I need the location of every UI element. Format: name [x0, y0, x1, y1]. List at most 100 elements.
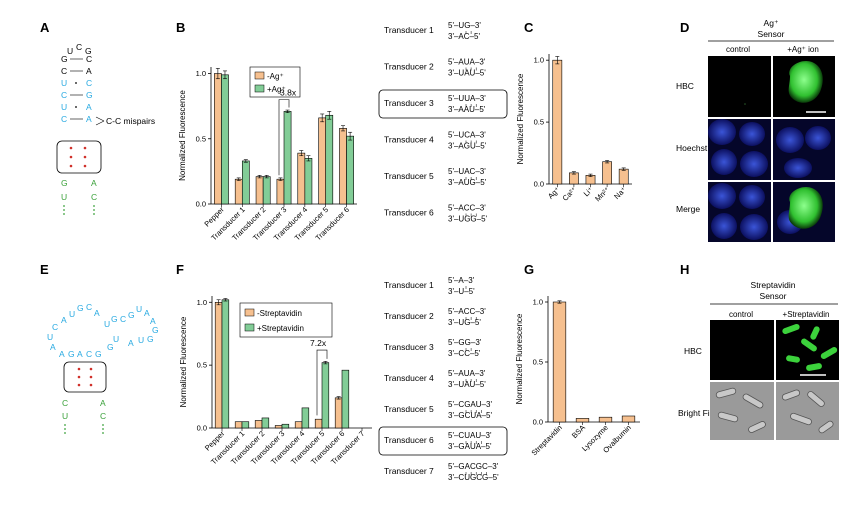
- e-bottom-a: A: [100, 398, 106, 408]
- h-col-control: control: [729, 310, 753, 319]
- h-row-hbc: HBC: [684, 346, 702, 356]
- bar: [214, 73, 222, 205]
- legend-swatch: [244, 308, 255, 317]
- y-tick-label: 1.0: [196, 69, 206, 78]
- e-a5: A: [77, 349, 83, 359]
- e-g2: G: [68, 349, 75, 359]
- bar: [341, 369, 350, 429]
- bar: [234, 178, 243, 205]
- bar: [318, 117, 327, 205]
- a-top-c: C: [76, 42, 82, 52]
- d-col-ag: +Ag⁺ ion: [787, 45, 819, 54]
- legend-label: +Streptavidin: [257, 324, 304, 333]
- e-transducer-box: [63, 361, 107, 393]
- d-col-control: control: [726, 45, 750, 54]
- e-g3: G: [95, 349, 102, 359]
- bar: [262, 176, 271, 205]
- panel-label-h: H: [680, 262, 689, 277]
- bar: [301, 407, 310, 429]
- y-axis-label: Normalized Fluorescence: [178, 90, 187, 181]
- transducer-seq-top: 5'–AUA–3': [448, 58, 486, 67]
- e-u6: U: [138, 335, 144, 345]
- e-c2: C: [52, 322, 58, 332]
- transducer-seq-top: 5'–UCA–3': [448, 131, 486, 140]
- bar: [276, 178, 285, 205]
- transducer-name: Transducer 1: [384, 25, 434, 35]
- bar: [297, 152, 306, 205]
- x-tick-label: Na⁺: [612, 185, 628, 201]
- y-tick-label: 0.0: [534, 180, 544, 189]
- bar: [214, 301, 223, 429]
- transducer-seq-bottom: 3'–AAU–5': [448, 105, 486, 114]
- bar: [552, 301, 567, 423]
- transducer-name: Transducer 4: [384, 135, 434, 145]
- bar: [255, 176, 264, 205]
- bar: [234, 421, 243, 429]
- bar: [241, 160, 250, 205]
- transducer-seq-top: 5'–CUAU–3': [448, 431, 492, 440]
- a-right-base: A: [86, 114, 92, 124]
- e-u5: U: [113, 334, 119, 344]
- transducer-name: Transducer 1: [384, 280, 434, 290]
- a-right-base: G: [86, 90, 93, 100]
- e-a8: A: [128, 338, 134, 348]
- a-red-dot: [69, 164, 73, 168]
- a-red-dot: [83, 146, 87, 150]
- panel-label-g: G: [524, 262, 534, 277]
- panel-e-structure: A U G C A C U A A G A C G U G C G U A A …: [47, 302, 159, 434]
- legend-label: -Ag⁺: [267, 72, 284, 81]
- y-tick-label: 0.0: [533, 418, 543, 427]
- transducer-seq-top: 5'–CGAU–3': [448, 400, 492, 409]
- transducer-name: Transducer 6: [384, 435, 434, 445]
- e-g6: G: [152, 325, 159, 335]
- a-right-base: C: [86, 54, 92, 64]
- e-a2: A: [94, 308, 100, 318]
- e-ellipsis: [64, 424, 104, 434]
- bar: [575, 418, 590, 423]
- a-right-base: A: [86, 102, 92, 112]
- a-right-base: A: [86, 66, 92, 76]
- a-callout: C-C mispairs: [106, 116, 155, 126]
- panel-label-c: C: [524, 20, 534, 35]
- transducer-name: Transducer 2: [384, 311, 434, 321]
- legend-swatch: [254, 71, 265, 80]
- transducer-seq-bottom: 3'–AUG–5': [448, 178, 487, 187]
- transducer-seq-top: 5'–ACC–3': [448, 307, 486, 316]
- chart-g: 0.0 0.5 1.0 Normalized Fluorescence Streptav…: [515, 296, 640, 457]
- bar: [321, 362, 330, 429]
- e-g8: G: [107, 342, 114, 352]
- transducer-name: Transducer 4: [384, 373, 434, 383]
- legend-f: -Streptavidin +Streptavidin: [239, 302, 333, 338]
- y-axis-label: Normalized Fluorescence: [515, 313, 524, 404]
- transducer-seq-bottom: 3'–UAU–5': [448, 380, 486, 389]
- e-a6: A: [144, 308, 150, 318]
- bar: [334, 397, 343, 429]
- x-tick-label: Ag⁺: [546, 185, 562, 201]
- legend-label: +Ag⁺: [267, 85, 286, 94]
- h-col-strep: +Streptavidin: [783, 310, 830, 319]
- transducer-name: Transducer 5: [384, 171, 434, 181]
- bar: [552, 59, 563, 185]
- e-bottom-c: C: [62, 398, 68, 408]
- a-ellipsis: [63, 205, 95, 215]
- a-red-dots: [69, 146, 87, 168]
- a-bottom-a: A: [91, 178, 97, 188]
- y-tick-label: 0.5: [197, 361, 207, 370]
- bar: [325, 114, 334, 205]
- x-tick-label: Mn²⁺: [593, 185, 611, 203]
- a-left-base: U: [61, 102, 67, 112]
- panel-h-images: Streptavidin Sensor control +Streptavidi…: [678, 280, 839, 440]
- bar: [598, 416, 613, 423]
- h-title-1: Streptavidin: [751, 280, 796, 290]
- transducer-seq-bottom: 3'–UGG–5': [448, 215, 488, 224]
- a-left-base: G: [61, 54, 68, 64]
- a-left-base: C: [61, 114, 67, 124]
- x-tick-label: BSA: [570, 423, 587, 440]
- bar: [602, 161, 612, 185]
- y-tick-label: 0.0: [197, 424, 207, 433]
- bar: [569, 172, 579, 185]
